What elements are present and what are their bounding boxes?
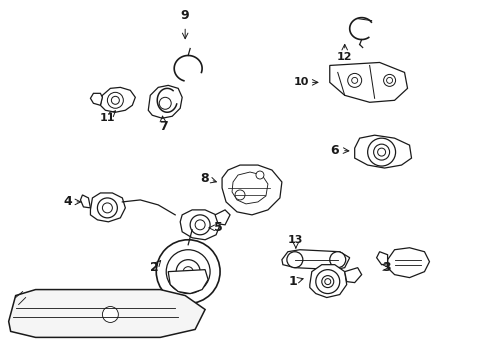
Circle shape: [256, 171, 264, 179]
Polygon shape: [180, 210, 220, 240]
Text: 4: 4: [63, 195, 72, 208]
Text: 3: 3: [382, 261, 391, 274]
Text: 10: 10: [294, 77, 310, 87]
Polygon shape: [310, 265, 347, 298]
Polygon shape: [377, 252, 388, 265]
Circle shape: [330, 252, 346, 268]
Circle shape: [176, 260, 200, 284]
Polygon shape: [232, 172, 268, 204]
Circle shape: [325, 279, 331, 285]
Circle shape: [384, 75, 395, 86]
Circle shape: [387, 77, 392, 84]
Circle shape: [183, 267, 193, 276]
Polygon shape: [330, 62, 408, 102]
Circle shape: [348, 73, 362, 87]
Text: 8: 8: [200, 171, 208, 185]
Circle shape: [378, 148, 386, 156]
Polygon shape: [100, 87, 135, 112]
Text: 1: 1: [289, 275, 297, 288]
Circle shape: [374, 144, 390, 160]
Circle shape: [111, 96, 120, 104]
Circle shape: [352, 77, 358, 84]
Polygon shape: [222, 165, 282, 215]
Circle shape: [166, 250, 210, 293]
Text: 5: 5: [214, 221, 222, 234]
Polygon shape: [168, 270, 208, 293]
Polygon shape: [91, 193, 125, 222]
Circle shape: [102, 203, 112, 213]
Polygon shape: [80, 195, 91, 208]
Circle shape: [98, 198, 118, 218]
Circle shape: [287, 252, 303, 268]
Polygon shape: [355, 135, 412, 168]
Text: 6: 6: [330, 144, 339, 157]
Text: 11: 11: [99, 113, 115, 123]
Circle shape: [156, 240, 220, 303]
Circle shape: [102, 306, 119, 323]
Polygon shape: [215, 210, 230, 225]
Circle shape: [195, 220, 205, 230]
Text: 13: 13: [288, 235, 303, 245]
Circle shape: [190, 215, 210, 235]
Text: 2: 2: [150, 261, 159, 274]
Text: 7: 7: [159, 120, 168, 133]
Polygon shape: [282, 250, 350, 270]
Text: 9: 9: [181, 9, 190, 22]
Polygon shape: [148, 85, 182, 118]
Circle shape: [368, 138, 395, 166]
Polygon shape: [9, 289, 205, 337]
Polygon shape: [91, 93, 102, 105]
Circle shape: [159, 97, 171, 109]
Text: 12: 12: [337, 53, 352, 63]
Polygon shape: [388, 248, 429, 278]
Circle shape: [235, 190, 245, 200]
Polygon shape: [345, 268, 362, 283]
Circle shape: [107, 92, 123, 108]
Circle shape: [322, 276, 334, 288]
Circle shape: [316, 270, 340, 293]
